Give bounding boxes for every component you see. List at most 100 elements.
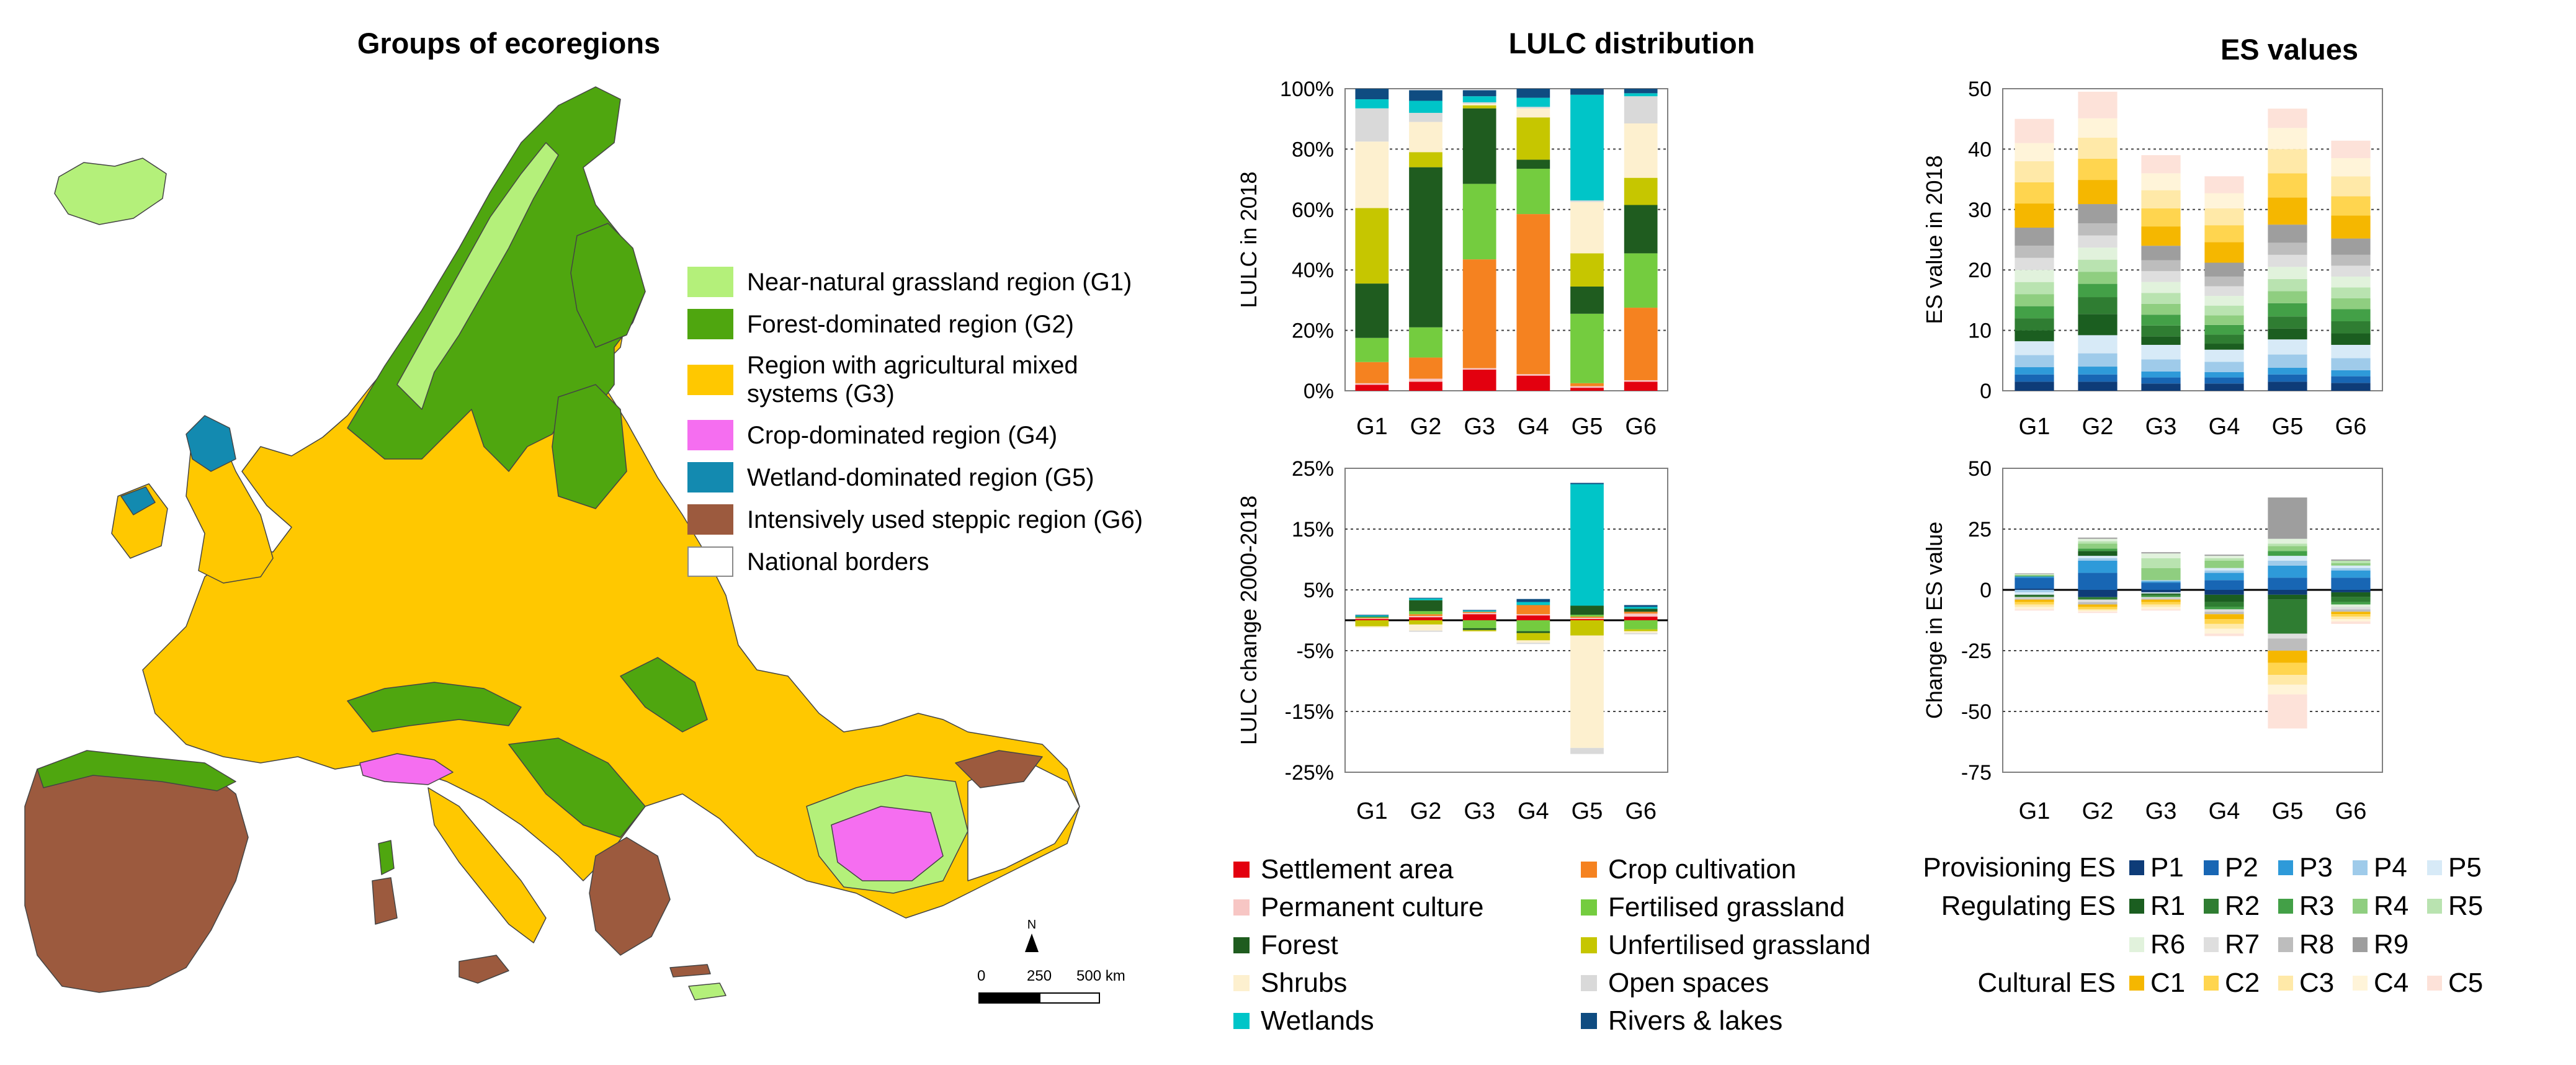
x-tick-label: G4 [2209,798,2240,824]
bar-segment [2078,158,2118,180]
bar-segment [2141,553,2181,559]
bar-segment [1462,184,1496,260]
map-legend-item: Near-natural grassland region (G1) [687,267,1143,297]
bar-segment [2078,537,2118,539]
bar-segment [2015,598,2054,600]
bar-segment [2078,235,2118,248]
bar-segment [2015,257,2054,270]
lulc-legend-swatch [1233,862,1250,878]
bar-segment [2141,593,2181,595]
bar-segment [2078,543,2118,549]
bar-segment [2331,238,2371,255]
bar-segment [2268,291,2307,303]
es-legend-row: Provisioning ES P1 P2 P3 P4 P5 [1861,849,2502,887]
bar-segment [1355,99,1389,109]
bar-segment [1516,169,1550,215]
bar-segment [2141,260,2181,272]
alps-shape [347,682,522,733]
bar-segment [1570,619,1604,620]
y-tick-label: 40 [1968,138,1992,161]
lulc-legend-item: Wetlands [1233,1006,1581,1036]
y-axis-label: ES value in 2018 [1921,155,1947,324]
es-legend-swatch [2278,860,2293,875]
carpathians-shape [620,657,708,733]
bar-segment [2268,560,2307,566]
bar-segment [1624,620,1658,630]
bar-segment [1624,608,1658,612]
x-tick-label: G3 [1464,798,1495,824]
bar-segment [2015,595,2054,597]
bar-segment [1570,313,1604,383]
bar-segment [1355,141,1389,208]
x-tick-label: G5 [1572,414,1603,440]
bar-segment [1462,104,1496,105]
bar-segment [1409,357,1442,379]
map-legend-swatch [687,462,733,492]
map-legend-swatch [687,420,733,450]
es-legend-item: R4 [2353,891,2415,922]
es-legend-group-name: Provisioning ES [1923,852,2116,883]
bar-segment [2078,602,2118,605]
bar-segment [2078,367,2118,375]
bar-segment [1462,620,1496,628]
bar-segment [2268,633,2307,639]
bar-segment [2204,607,2244,610]
bar-segment [1516,620,1550,631]
scale-bar-black [978,992,1039,1004]
map-legend-swatch [687,364,733,395]
bar-segment [2204,324,2244,335]
bar-segment [2268,173,2307,198]
bar-segment [2268,367,2307,375]
bar-segment [2204,623,2244,629]
y-tick-label: 50 [1968,78,1992,101]
bar-segment [1409,100,1442,113]
bar-segment [2331,196,2371,216]
bar-segment [2141,582,2181,590]
bar-segment [2268,577,2307,590]
bar-segment [1409,327,1442,358]
es-legend-swatch [2129,899,2144,914]
es-legend-group-name: Regulating ES [1941,891,2116,921]
ecoregion-map: .g1{fill:#b4f07a;} .g2{fill:#4fa60f;} .g… [24,86,1080,1000]
lulc-legend-swatch [1581,975,1597,991]
bar-segment [2078,607,2118,610]
bar-segment [1516,117,1550,160]
es-legend-item: P5 [2427,852,2489,883]
bar-segment [1462,369,1496,391]
bar-segment [2015,341,2054,355]
bar-segment [2078,297,2118,314]
bar-segment [2141,592,2181,594]
bar-segment [2015,118,2054,143]
bar-segment [1355,626,1389,628]
bar-segment [1624,177,1658,205]
map-legend-label: National borders [747,548,929,576]
bar-segment [2268,565,2307,578]
bar-segment [2204,242,2244,263]
bar-segment [2268,651,2307,663]
bar-segment [1462,631,1496,632]
bar-segment [2015,203,2054,228]
bar-segment [2141,590,2181,592]
bar-segment [1409,614,1442,617]
es-legend-swatch [2129,976,2144,991]
bar-segment [2078,560,2118,573]
y-tick-label: 60% [1292,198,1334,222]
es-legend-item: R8 [2278,929,2340,960]
bar-segment [2268,149,2307,174]
es-legend-label: P1 [2150,852,2184,883]
lulc-title: LULC distribution [1508,27,1755,60]
bar-segment [2268,243,2307,255]
lulc-legend-label: Open spaces [1608,968,1769,998]
bar-segment [2078,118,2118,138]
map-legend: Near-natural grassland region (G1) Forest… [687,267,1143,589]
bar-segment [1355,619,1389,620]
cyprus-shape [688,983,727,1000]
bar-segment [1409,620,1442,625]
bar-segment [2078,335,2118,354]
lulc-legend-swatch [1233,975,1250,991]
bar-segment [2015,374,2054,382]
bar-segment [2015,282,2054,295]
bar-segment [2268,328,2307,340]
x-tick-label: G2 [2082,798,2114,824]
bar-segment [2204,362,2244,372]
